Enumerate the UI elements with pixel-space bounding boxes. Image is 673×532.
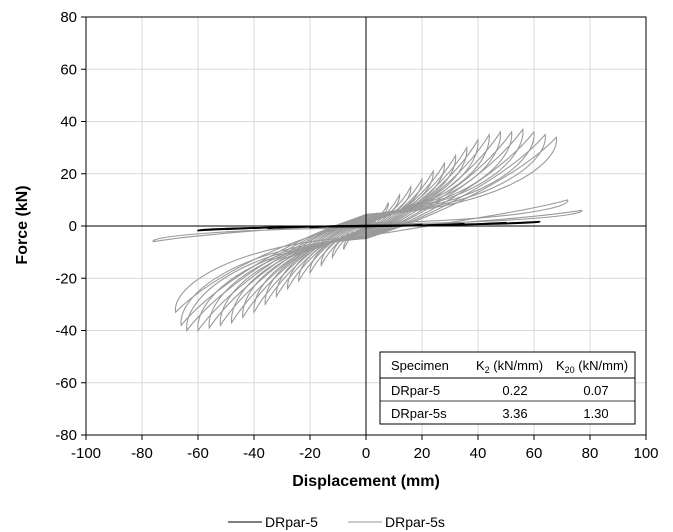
x-tick-label: 0: [362, 445, 370, 462]
x-tick-label: 80: [582, 445, 599, 462]
table-header-specimen: Specimen: [391, 358, 449, 373]
y-tick-label: -60: [55, 375, 77, 392]
x-tick-label: -100: [71, 445, 101, 462]
table-cell-r1-k2: 0.22: [502, 383, 527, 398]
x-tick-label: 40: [470, 445, 487, 462]
table-header-k20: K20 (kN/mm): [556, 358, 628, 375]
y-tick-label: 40: [60, 114, 77, 131]
table-cell-r2-specimen: DRpar-5s: [391, 406, 447, 421]
table-cell-r1-specimen: DRpar-5: [391, 383, 440, 398]
x-tick-label: -80: [131, 445, 153, 462]
x-axis-label: Displacement (mm): [292, 473, 440, 490]
tick-labels: -100 -80 -60 -40 -20 0 20 40 60 80 100-80-60-40-20…: [55, 9, 658, 462]
x-tick-label: -40: [243, 445, 265, 462]
y-tick-label: 20: [60, 166, 77, 183]
y-tick-label: -20: [55, 270, 77, 287]
x-tick-label: 60: [526, 445, 543, 462]
y-tick-label: -40: [55, 323, 77, 340]
x-tick-label: 100: [633, 445, 658, 462]
y-tick-label: 0: [69, 218, 77, 235]
table-cell-r2-k20: 1.30: [583, 406, 608, 421]
stiffness-table: Specimen K2 (kN/mm) K20 (kN/mm) DRpar-5 …: [379, 351, 636, 425]
y-tick-label: 60: [60, 61, 77, 78]
table-background: [379, 351, 636, 425]
x-tick-label: -20: [299, 445, 321, 462]
series-layer: [152, 127, 583, 332]
legend-label-drpar-5: DRpar-5: [265, 514, 318, 530]
table-cell-r1-k20: 0.07: [583, 383, 608, 398]
legend: DRpar-5 DRpar-5s: [228, 514, 445, 530]
table-cell-r2-k2: 3.36: [502, 406, 527, 421]
table-header-k2: K2 (kN/mm): [476, 358, 543, 375]
legend-label-drpar-5s: DRpar-5s: [385, 514, 445, 530]
x-tick-label: 20: [414, 445, 431, 462]
y-axis-label: Force (kN): [14, 185, 31, 264]
x-tick-label: -60: [187, 445, 209, 462]
y-tick-label: 80: [60, 9, 77, 26]
y-tick-label: -80: [55, 427, 77, 444]
